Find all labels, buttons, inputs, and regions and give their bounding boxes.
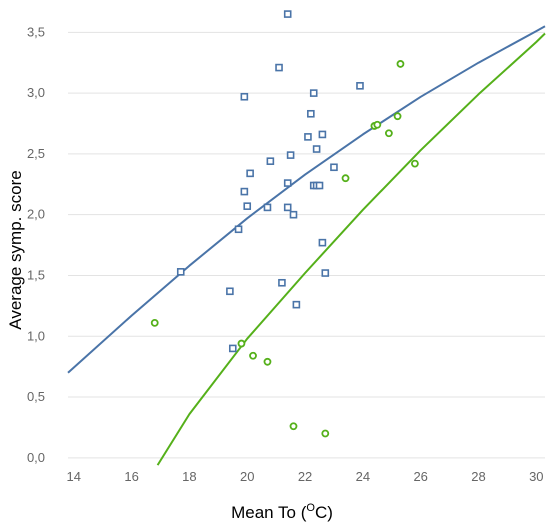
y-axis-title: Average symp. score (6, 170, 25, 329)
x-tick-label: 22 (298, 469, 312, 484)
x-tick-label: 14 (67, 469, 81, 484)
y-tick-label: 3,5 (27, 24, 45, 39)
x-axis-ticks: 14 16 18 20 22 24 26 28 30 (67, 469, 544, 484)
x-tick-label: 18 (182, 469, 196, 484)
y-tick-label: 3,0 (27, 85, 45, 100)
circle-point (289, 422, 298, 431)
square-point (309, 89, 318, 97)
square-point (278, 278, 286, 287)
square-point (226, 287, 234, 296)
y-tick-label: 2,0 (27, 207, 45, 222)
square-point (330, 163, 338, 172)
circle-point (237, 339, 246, 348)
square-point (266, 157, 275, 165)
square-point (283, 179, 292, 187)
square-point (283, 10, 292, 18)
square-point (240, 187, 249, 196)
square-point (283, 203, 292, 212)
trend-lines (67, 25, 546, 466)
circle-point (321, 429, 330, 438)
x-tick-label: 24 (356, 469, 370, 484)
square-point (243, 202, 252, 210)
y-tick-label: 0,5 (27, 389, 45, 404)
square-point (304, 133, 312, 141)
circle-point (249, 351, 257, 360)
grid-lines (68, 31, 545, 459)
y-tick-label: 1,0 (27, 328, 45, 343)
square-point (315, 181, 324, 190)
x-tick-label: 20 (240, 469, 254, 484)
circle-point (396, 60, 405, 68)
circle-point (384, 129, 393, 138)
square-point (321, 269, 330, 277)
x-tick-label: 28 (471, 469, 485, 484)
square-point (234, 225, 243, 234)
square-point (318, 238, 327, 247)
square-point (240, 92, 249, 101)
trend-line-1 (67, 25, 546, 374)
x-tick-label: 16 (124, 469, 138, 484)
x-axis-title-tail: C) (315, 503, 333, 522)
circle-point (393, 112, 402, 121)
square-point (312, 145, 321, 153)
square-point (289, 210, 298, 219)
circle-point (373, 120, 382, 129)
square-point (176, 268, 185, 276)
circle-point (411, 159, 419, 168)
square-point (307, 109, 315, 118)
circle-point (150, 318, 159, 327)
square-point (275, 63, 283, 72)
data-points (150, 10, 419, 438)
square-point (263, 203, 272, 212)
square-point (318, 130, 327, 139)
x-tick-label: 26 (413, 469, 427, 484)
square-point (286, 151, 295, 159)
y-tick-label: 2,5 (27, 146, 45, 161)
x-axis-title: Mean To (OC) (231, 502, 333, 522)
trend-line-2 (156, 32, 546, 466)
y-axis-ticks: 0,0 0,5 1,0 1,5 2,0 2,5 3,0 3,5 (27, 24, 45, 465)
square-point (292, 300, 301, 309)
y-tick-label: 0,0 (27, 450, 45, 465)
square-point (246, 169, 254, 178)
y-tick-label: 1,5 (27, 267, 45, 282)
circle-point (263, 357, 272, 366)
x-axis-title-sup: O (306, 502, 315, 514)
square-point (356, 82, 364, 90)
x-axis-title-main: Mean To ( (231, 503, 307, 522)
circle-point (341, 174, 350, 183)
square-point (228, 344, 237, 353)
x-tick-label: 30 (529, 469, 543, 484)
